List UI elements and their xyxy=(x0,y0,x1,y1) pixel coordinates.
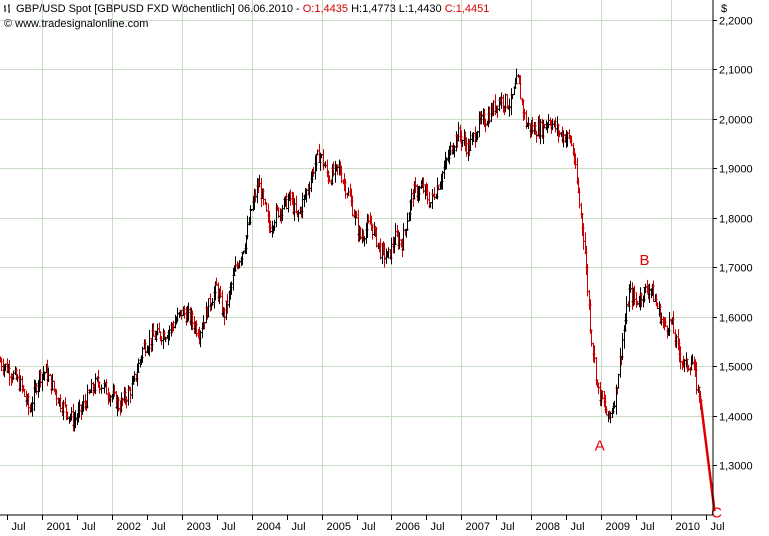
x-tick-label: 2008 xyxy=(536,521,560,533)
y-tick-label: 2,1000 xyxy=(719,65,753,77)
grid-lines xyxy=(0,0,713,515)
open-value: O:1,4435 xyxy=(302,3,349,15)
y-tick-label: 1,6000 xyxy=(719,313,753,325)
y-tick-label: 1,8000 xyxy=(719,214,753,226)
x-tick-label: 2006 xyxy=(396,521,420,533)
x-tick-label: Jul xyxy=(571,521,585,533)
x-tick-label: Jul xyxy=(641,521,655,533)
x-tick-label: Jul xyxy=(152,521,166,533)
x-tick-label: Jul xyxy=(12,521,26,533)
wave-label-c: C xyxy=(711,504,722,521)
wave-label-a: A xyxy=(595,438,605,455)
wave-annotations: A B C xyxy=(595,252,722,522)
wave-c-line xyxy=(699,397,716,512)
x-tick-label: 2001 xyxy=(47,521,71,533)
x-tick-label: 2010 xyxy=(676,521,700,533)
x-tick-label: Jul xyxy=(82,521,96,533)
wave-c-projection xyxy=(699,397,716,512)
x-tick-label: Jul xyxy=(362,521,376,533)
y-tick-label: 2,2000 xyxy=(719,16,753,28)
y-tick-label: 1,3000 xyxy=(719,461,753,473)
x-tick-label: Jul xyxy=(501,521,515,533)
x-axis: Jul 2001 Jul 2002 Jul 2003 Jul 2004 Jul 2005 Jul 20… xyxy=(7,515,725,533)
x-tick-label: Jul xyxy=(711,521,725,533)
ohlc-bars xyxy=(0,68,703,432)
plot-area xyxy=(0,0,713,515)
y-tick-label: 1,4000 xyxy=(719,412,753,424)
copyright-notice: © www.tradesignalonline.com xyxy=(4,18,149,30)
y-tick-label: 1,5000 xyxy=(719,362,753,374)
x-tick-label: 2003 xyxy=(187,521,211,533)
x-tick-label: Jul xyxy=(222,521,236,533)
y-axis: 1,3000 1,4000 1,5000 1,6000 1,7000 1,8000 1,90… xyxy=(713,3,753,473)
x-tick-label: 2004 xyxy=(257,521,281,533)
symbol-label: GBP/USD Spot [GBPUSD FXD Wöchentlich] 06… xyxy=(16,3,300,15)
x-tick-label: 2007 xyxy=(466,521,490,533)
x-tick-label: 2009 xyxy=(606,521,630,533)
x-tick-label: 2002 xyxy=(117,521,141,533)
x-tick-label: Jul xyxy=(292,521,306,533)
y-tick-label: 1,7000 xyxy=(719,263,753,275)
high-value: H:1,4773 xyxy=(351,3,396,15)
close-value: C:1,4451 xyxy=(444,3,490,15)
chart-header: GBP/USD Spot [GBPUSD FXD Wöchentlich] 06… xyxy=(4,3,489,15)
x-tick-label: 2005 xyxy=(327,521,351,533)
y-tick-label: 2,0000 xyxy=(719,115,753,127)
wave-label-b: B xyxy=(639,252,649,269)
y-tick-label: 1,9000 xyxy=(719,164,753,176)
low-value: L:1,4430 xyxy=(398,3,442,15)
bar-chart-icon xyxy=(4,4,13,13)
currency-label: $ xyxy=(721,3,727,15)
x-tick-label: Jul xyxy=(431,521,445,533)
